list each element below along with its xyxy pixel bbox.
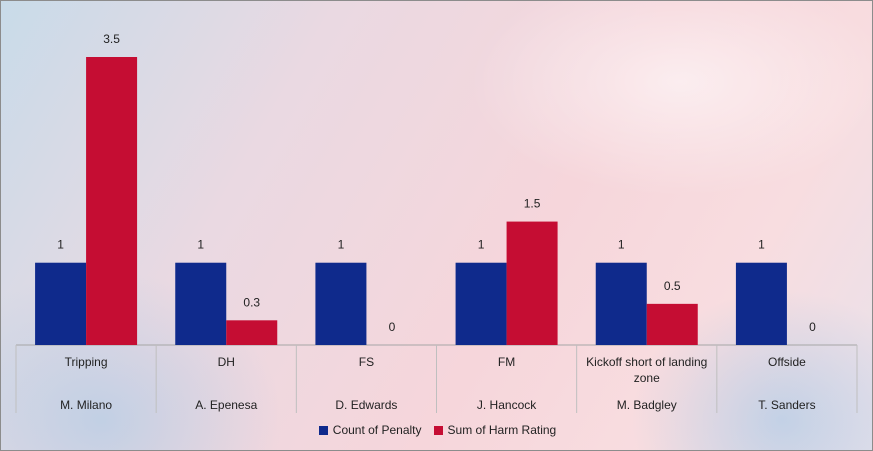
bar-count: [595, 262, 647, 345]
tick-label-player: M. Badgley: [617, 398, 677, 412]
legend-item-harm: Sum of Harm Rating: [433, 423, 557, 437]
bar-harm: [506, 221, 558, 345]
legend-swatch-harm: [433, 425, 443, 435]
data-label: 1: [197, 238, 204, 252]
bar-count: [735, 262, 787, 345]
data-label: 0.3: [243, 295, 260, 309]
tick-label-player: J. Hancock: [477, 398, 537, 412]
tick-label-penalty: Kickoff short of landing: [586, 355, 707, 369]
bar-harm: [226, 320, 278, 345]
tick-label-player: M. Milano: [60, 398, 112, 412]
bar-count: [315, 262, 367, 345]
legend-label-count: Count of Penalty: [332, 423, 422, 437]
tick-label-player: A. Epenesa: [195, 398, 257, 412]
tick-label-player: T. Sanders: [758, 398, 815, 412]
data-label: 1: [618, 238, 625, 252]
data-label: 3.5: [103, 32, 120, 46]
legend-label-harm: Sum of Harm Rating: [447, 423, 557, 437]
tick-label-penalty: Tripping: [65, 355, 108, 369]
data-label: 0: [809, 320, 816, 334]
legend-swatch-count: [318, 425, 328, 435]
bar-count: [455, 262, 507, 345]
data-label: 1: [338, 238, 345, 252]
legend: Count of Penalty Sum of Harm Rating: [1, 423, 872, 437]
tick-label-penalty: Offside: [768, 355, 806, 369]
tick-label-player: D. Edwards: [335, 398, 397, 412]
bar-harm: [646, 303, 698, 345]
tick-label-penalty: DH: [218, 355, 235, 369]
legend-item-count: Count of Penalty: [318, 423, 422, 437]
data-label: 1.5: [524, 197, 541, 211]
tick-label-penalty: FM: [498, 355, 515, 369]
data-label: 1: [478, 238, 485, 252]
data-label: 1: [57, 238, 64, 252]
data-label: 0.5: [664, 279, 681, 293]
bar-harm: [86, 57, 138, 345]
tick-label-penalty: FS: [359, 355, 374, 369]
data-label: 0: [389, 320, 396, 334]
bar-count: [175, 262, 227, 345]
data-label: 1: [758, 238, 765, 252]
bar-count: [35, 262, 87, 345]
tick-label-penalty: zone: [634, 371, 660, 385]
